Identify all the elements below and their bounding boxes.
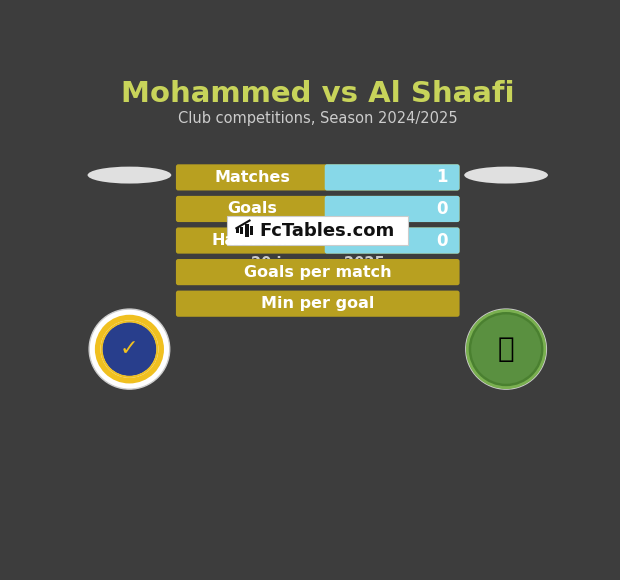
Text: 1: 1 [436,168,448,186]
FancyBboxPatch shape [176,227,459,253]
Text: Hattricks: Hattricks [211,233,294,248]
Text: Matches: Matches [215,170,291,185]
Ellipse shape [102,322,156,376]
FancyBboxPatch shape [176,196,459,222]
FancyBboxPatch shape [325,196,459,222]
Bar [241,227,243,234]
Text: Goals: Goals [228,201,278,216]
Bar [245,224,249,237]
FancyBboxPatch shape [176,291,459,317]
Text: Mohammed vs Al Shaafi: Mohammed vs Al Shaafi [121,80,515,108]
Text: FcTables.com: FcTables.com [259,222,394,240]
FancyBboxPatch shape [176,164,459,190]
FancyBboxPatch shape [176,259,459,285]
FancyBboxPatch shape [325,164,459,190]
Text: Goals per match: Goals per match [244,264,392,280]
FancyBboxPatch shape [227,216,408,245]
Ellipse shape [89,309,170,389]
Bar [250,226,254,235]
Bar [236,228,239,233]
Text: ✓: ✓ [120,339,139,359]
Text: 0: 0 [436,231,448,249]
Ellipse shape [466,309,546,389]
Text: 0: 0 [436,200,448,218]
Ellipse shape [471,314,541,384]
FancyBboxPatch shape [325,227,459,253]
Text: 🦅: 🦅 [498,335,515,363]
Text: 20 january 2025: 20 january 2025 [251,256,384,271]
Ellipse shape [87,166,171,183]
Text: Club competitions, Season 2024/2025: Club competitions, Season 2024/2025 [178,111,458,126]
Text: Min per goal: Min per goal [261,296,374,311]
Ellipse shape [464,166,548,183]
